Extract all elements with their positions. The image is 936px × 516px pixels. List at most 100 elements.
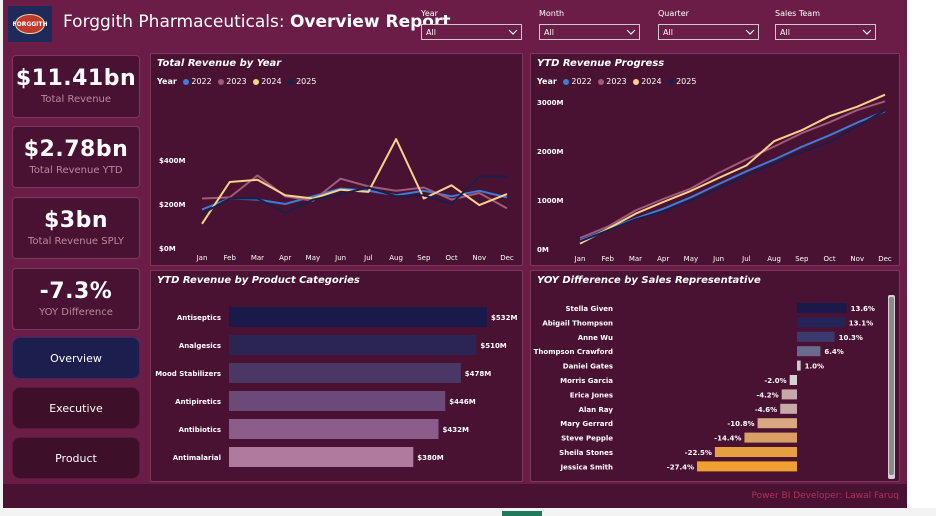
legend-title: Year bbox=[157, 77, 177, 86]
y-tick-label: $200M bbox=[159, 201, 185, 209]
revenue-by-year-chart: Jan Feb Mar Apr May Jun Jul Aug Sep Oct Nov Dec $0M $… bbox=[159, 138, 514, 262]
rep-name-label: Sheila Stones bbox=[559, 449, 613, 457]
category-label: Antipiretics bbox=[175, 398, 221, 406]
sales-team-slicer-label: Sales Team bbox=[775, 9, 820, 18]
month-slicer: Month All bbox=[539, 9, 640, 40]
legend-item-2022[interactable]: 2022 bbox=[563, 77, 592, 86]
quarter-dropdown[interactable]: All bbox=[658, 24, 759, 40]
x-tick-label: Jan bbox=[574, 255, 586, 263]
bar-value-label: -14.4% bbox=[714, 435, 741, 443]
legend-dot bbox=[183, 78, 190, 85]
yoy-by-sales-rep-panel: YOY Difference by Sales Representative S… bbox=[530, 270, 900, 482]
legend-label: 2024 bbox=[261, 77, 282, 86]
quarter-slicer: Quarter All bbox=[658, 9, 759, 40]
legend-item-2025[interactable]: 2025 bbox=[668, 77, 696, 86]
category-label: Antibiotics bbox=[179, 426, 221, 434]
scrollbar-thumb[interactable] bbox=[889, 297, 894, 475]
x-tick-label: Feb bbox=[602, 255, 615, 263]
kpi-label: Total Revenue YTD bbox=[29, 165, 123, 176]
rep-bar bbox=[744, 432, 797, 443]
x-tick-label: Dec bbox=[500, 254, 514, 262]
sales-team-dropdown[interactable]: All bbox=[775, 24, 876, 40]
legend-label: 2022 bbox=[191, 77, 212, 86]
rep-name-label: Jessica Smith bbox=[560, 463, 613, 471]
series-line-2022 bbox=[579, 110, 886, 242]
chart-title: Total Revenue by Year bbox=[157, 58, 282, 69]
kpi-yoy-difference: -7.3% YOY Difference bbox=[12, 268, 140, 330]
legend-label: 2025 bbox=[676, 77, 697, 86]
vertical-scrollbar[interactable] bbox=[888, 295, 895, 479]
bar-value-label: $432M bbox=[443, 426, 469, 434]
nav-label: Product bbox=[55, 451, 97, 465]
x-tick-label: Nov bbox=[472, 254, 486, 262]
ytd-revenue-progress-chart: Jan Feb Mar Apr May Jun Jul Aug Sep Oct Nov Dec 0M 10… bbox=[537, 93, 892, 263]
bar-value-label: -4.6% bbox=[755, 406, 777, 414]
legend-dot bbox=[633, 78, 640, 85]
series-line-2024 bbox=[579, 93, 886, 245]
legend-item-2023[interactable]: 2023 bbox=[218, 77, 247, 86]
bar-value-label: -2.0% bbox=[764, 377, 786, 385]
nav-executive-button[interactable]: Executive bbox=[12, 387, 140, 429]
category-bar bbox=[229, 307, 487, 327]
rep-bar bbox=[697, 461, 797, 472]
year-dropdown[interactable]: All bbox=[421, 24, 522, 40]
month-dropdown-value: All bbox=[544, 28, 554, 37]
x-tick-label: Oct bbox=[823, 255, 835, 263]
chart-title: YTD Revenue by Product Categories bbox=[157, 275, 360, 286]
rep-bar bbox=[797, 346, 821, 357]
nav-label: Executive bbox=[49, 401, 103, 415]
bar-value-label: $532M bbox=[491, 314, 517, 322]
bar-value-label: -22.5% bbox=[685, 449, 712, 457]
rep-bar bbox=[797, 303, 847, 313]
x-tick-label: Mar bbox=[251, 254, 264, 262]
sales-team-slicer: Sales Team All bbox=[775, 9, 876, 40]
legend-item-2022[interactable]: 2022 bbox=[183, 77, 212, 86]
sales-team-dropdown-value: All bbox=[780, 28, 790, 37]
rep-name-label: Abigail Thompson bbox=[542, 319, 613, 327]
developer-credit: Power BI Developer: Lawal Faruq bbox=[751, 491, 899, 501]
month-slicer-label: Month bbox=[539, 9, 565, 18]
report-header: FORGGITH Forggith Pharmaceuticals: Overv… bbox=[3, 0, 907, 48]
rep-name-label: Erica Jones bbox=[570, 391, 613, 399]
kpi-total-revenue: $11.41bn Total Revenue bbox=[12, 55, 140, 118]
active-page-tab[interactable] bbox=[502, 511, 542, 516]
legend-item-2024[interactable]: 2024 bbox=[633, 77, 662, 86]
bar-value-label: 13.6% bbox=[851, 305, 875, 313]
x-tick-label: Feb bbox=[224, 254, 237, 262]
bar-value-label: -10.8% bbox=[727, 420, 754, 428]
bar-value-label: $478M bbox=[465, 370, 491, 378]
kpi-value: $3bn bbox=[43, 208, 109, 233]
x-tick-label: Apr bbox=[657, 255, 669, 263]
x-tick-label: Aug bbox=[767, 255, 781, 263]
legend-dot bbox=[668, 78, 675, 85]
kpi-value: -7.3% bbox=[39, 279, 113, 304]
bar-value-label: 6.4% bbox=[824, 348, 843, 356]
ytd-revenue-progress-panel: YTD Revenue Progress Year 2022 2023 2024… bbox=[530, 53, 900, 266]
legend-item-2025[interactable]: 2025 bbox=[288, 77, 316, 86]
report-footer: Power BI Developer: Lawal Faruq bbox=[3, 484, 907, 508]
kpi-value: $2.78bn bbox=[23, 137, 129, 162]
legend-item-2024[interactable]: 2024 bbox=[253, 77, 282, 86]
legend-label: 2023 bbox=[606, 77, 627, 86]
legend-label: 2025 bbox=[296, 77, 317, 86]
nav-overview-button[interactable]: Overview bbox=[12, 337, 140, 379]
revenue-by-year-panel: Total Revenue by Year Year 2022 2023 202… bbox=[150, 53, 523, 266]
legend-item-2023[interactable]: 2023 bbox=[598, 77, 627, 86]
quarter-dropdown-value: All bbox=[663, 28, 673, 37]
kpi-label: Total Revenue bbox=[40, 94, 112, 105]
yoy-by-sales-rep-chart: Stella Given 13.6% Abigail Thompson 13.1% An… bbox=[534, 303, 875, 472]
category-label: Antiseptics bbox=[177, 314, 221, 322]
y-tick-label: 1000M bbox=[537, 197, 563, 205]
x-tick-label: Nov bbox=[850, 255, 864, 263]
category-bar bbox=[229, 391, 446, 411]
title-bold: Overview Report bbox=[289, 12, 451, 32]
x-tick-label: Jul bbox=[741, 255, 751, 263]
x-tick-label: Jul bbox=[363, 254, 373, 262]
month-dropdown[interactable]: All bbox=[539, 24, 640, 40]
x-tick-label: May bbox=[684, 255, 698, 263]
rep-bar bbox=[789, 375, 797, 385]
revenue-by-category-chart: Antiseptics $532M Analgesics $510M Mood Stab… bbox=[155, 307, 517, 467]
rep-name-label: Anne Wu bbox=[578, 334, 613, 342]
nav-product-button[interactable]: Product bbox=[12, 437, 140, 479]
rep-name-label: Mary Gerrard bbox=[560, 420, 613, 428]
